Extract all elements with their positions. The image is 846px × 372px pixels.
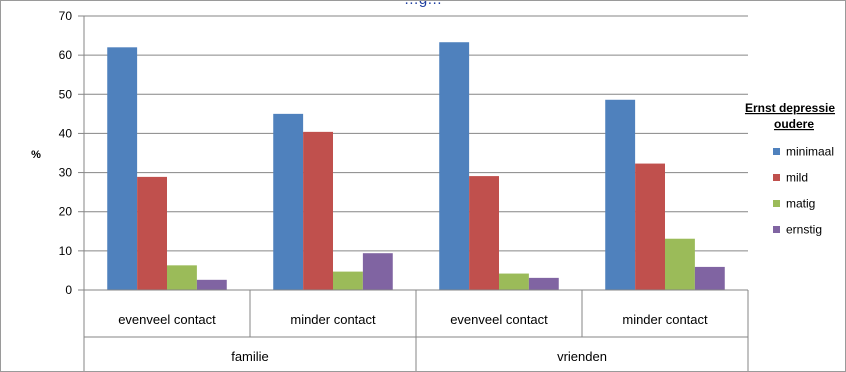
legend-title-line-1: Ernst depressie (745, 101, 835, 115)
legend-swatch-matig (773, 200, 780, 207)
plot-area: 0 10 20 30 40 50 60 70% evenveel contact minder c… (31, 9, 749, 372)
y-tick-label: 50 (59, 87, 73, 101)
chart-title: …g… (404, 0, 442, 8)
legend-title-line-2: oudere (774, 117, 814, 131)
y-tick-label: 10 (59, 244, 73, 258)
y-tick-label: 20 (59, 205, 73, 219)
y-tick-label: 30 (59, 166, 73, 180)
legend-label-matig: matig (786, 197, 815, 211)
y-axis-label: % (31, 149, 41, 161)
bar-mild-1 (303, 131, 333, 290)
x-category-label: evenveel contact (118, 312, 216, 327)
x-category-label: evenveel contact (450, 312, 548, 327)
bar-mild-2 (469, 176, 499, 290)
y-tick-label: 60 (59, 48, 73, 62)
legend-swatch-ernstig (773, 226, 780, 233)
x-category-label: minder contact (622, 312, 708, 327)
bar-ernstig-3 (694, 266, 725, 290)
bar-matig-1 (333, 271, 363, 290)
bar-ernstig-2 (528, 277, 559, 290)
bar-matig-0 (167, 265, 197, 290)
legend-label-mild: mild (786, 171, 808, 185)
bar-minimaal-3 (605, 99, 636, 290)
bar-minimaal-0 (107, 47, 138, 290)
y-tick-label: 70 (59, 9, 73, 23)
legend: Ernst depressie oudere minimaal mild matig er… (745, 101, 835, 237)
x-group-label: vrienden (557, 349, 607, 364)
bar-mild-0 (137, 176, 167, 290)
bar-ernstig-1 (362, 253, 393, 290)
bar-minimaal-1 (273, 113, 304, 290)
bar-mild-3 (635, 163, 665, 290)
bar-minimaal-2 (439, 42, 470, 291)
legend-label-ernstig: ernstig (786, 223, 822, 237)
x-group-label: familie (231, 349, 269, 364)
legend-swatch-mild (773, 174, 780, 181)
bar-matig-3 (665, 238, 695, 290)
y-tick-label: 0 (65, 283, 72, 297)
legend-label-minimaal: minimaal (786, 145, 834, 159)
bar-ernstig-0 (196, 279, 227, 290)
legend-swatch-minimaal (773, 148, 780, 155)
x-category-label: minder contact (290, 312, 376, 327)
bar-matig-2 (499, 273, 529, 290)
y-tick-label: 40 (59, 126, 73, 140)
